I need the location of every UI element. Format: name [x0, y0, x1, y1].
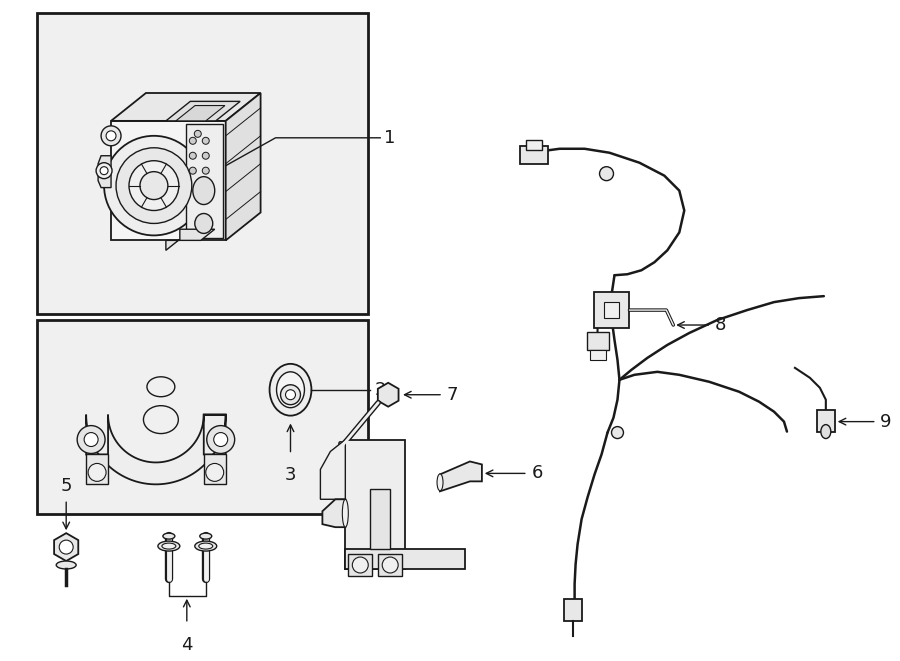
Circle shape — [202, 167, 209, 174]
Polygon shape — [111, 93, 261, 121]
Polygon shape — [166, 101, 240, 121]
Bar — [203, 455, 226, 485]
Polygon shape — [320, 440, 346, 499]
Circle shape — [140, 172, 168, 200]
Text: 6: 6 — [532, 465, 543, 483]
Polygon shape — [176, 106, 225, 121]
Circle shape — [207, 426, 235, 453]
Text: 5: 5 — [60, 477, 72, 495]
Circle shape — [189, 152, 196, 159]
Ellipse shape — [162, 543, 176, 549]
Circle shape — [129, 161, 179, 210]
Bar — [563, 599, 581, 621]
Circle shape — [206, 463, 224, 481]
Polygon shape — [54, 533, 78, 561]
Circle shape — [96, 163, 112, 178]
Circle shape — [194, 130, 202, 137]
Text: 2: 2 — [374, 381, 386, 399]
Circle shape — [100, 167, 108, 175]
Bar — [526, 140, 542, 150]
Circle shape — [84, 432, 98, 447]
Polygon shape — [440, 461, 482, 491]
Circle shape — [382, 557, 398, 573]
Circle shape — [116, 148, 192, 223]
Circle shape — [281, 385, 301, 405]
Ellipse shape — [200, 533, 212, 539]
Polygon shape — [346, 549, 465, 569]
Text: 1: 1 — [384, 129, 396, 147]
Circle shape — [59, 540, 73, 554]
Text: 7: 7 — [446, 386, 457, 404]
Polygon shape — [166, 229, 215, 251]
Circle shape — [213, 432, 228, 447]
Bar — [587, 332, 608, 350]
Ellipse shape — [194, 214, 212, 233]
Bar — [594, 292, 629, 328]
Ellipse shape — [821, 424, 831, 438]
Circle shape — [189, 137, 196, 144]
Ellipse shape — [143, 406, 178, 434]
Polygon shape — [370, 489, 391, 549]
Circle shape — [352, 557, 368, 573]
Polygon shape — [226, 93, 261, 241]
Circle shape — [613, 428, 623, 438]
Bar — [817, 410, 835, 432]
Ellipse shape — [270, 364, 311, 416]
Ellipse shape — [193, 176, 215, 204]
Polygon shape — [378, 383, 399, 407]
Circle shape — [189, 167, 196, 174]
Text: 8: 8 — [716, 316, 726, 334]
Text: 4: 4 — [181, 636, 193, 654]
Ellipse shape — [339, 442, 346, 449]
Ellipse shape — [163, 533, 175, 539]
Polygon shape — [98, 156, 111, 188]
Bar — [520, 146, 548, 164]
Circle shape — [101, 126, 121, 146]
Ellipse shape — [158, 541, 180, 551]
Circle shape — [202, 137, 209, 144]
Polygon shape — [86, 414, 226, 485]
Circle shape — [599, 167, 614, 180]
Polygon shape — [322, 499, 346, 527]
Ellipse shape — [342, 499, 348, 527]
Ellipse shape — [147, 377, 175, 397]
Ellipse shape — [437, 474, 443, 491]
Circle shape — [77, 426, 105, 453]
Circle shape — [202, 152, 209, 159]
Bar — [378, 554, 402, 576]
Bar — [604, 302, 619, 318]
Bar — [37, 13, 368, 314]
Polygon shape — [346, 440, 405, 569]
Circle shape — [611, 426, 624, 438]
Circle shape — [285, 390, 295, 400]
Circle shape — [106, 131, 116, 141]
Bar — [86, 455, 108, 485]
Ellipse shape — [199, 543, 212, 549]
Ellipse shape — [56, 561, 76, 569]
Text: 3: 3 — [284, 467, 296, 485]
Circle shape — [88, 463, 106, 481]
Text: 9: 9 — [879, 412, 891, 430]
Bar — [185, 124, 222, 239]
Bar — [348, 554, 373, 576]
Bar — [590, 350, 606, 360]
Bar — [37, 320, 368, 514]
Polygon shape — [111, 121, 226, 241]
Ellipse shape — [276, 372, 304, 408]
Ellipse shape — [194, 541, 217, 551]
Circle shape — [104, 136, 203, 235]
